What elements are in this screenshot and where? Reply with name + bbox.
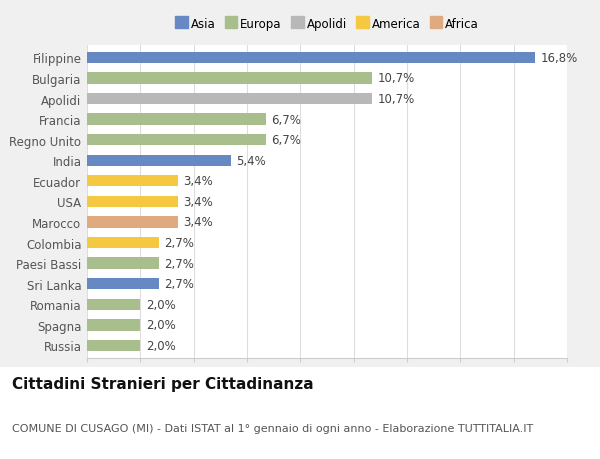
Text: 3,4%: 3,4% <box>183 216 213 229</box>
Text: 16,8%: 16,8% <box>541 52 578 65</box>
Bar <box>87 340 140 351</box>
Bar <box>87 299 140 310</box>
Bar <box>87 53 535 64</box>
Text: 3,4%: 3,4% <box>183 196 213 208</box>
Text: 10,7%: 10,7% <box>377 72 415 85</box>
Text: Cittadini Stranieri per Cittadinanza: Cittadini Stranieri per Cittadinanza <box>12 376 314 391</box>
Bar <box>87 176 178 187</box>
Bar <box>87 196 178 207</box>
Text: 3,4%: 3,4% <box>183 175 213 188</box>
Bar <box>87 134 266 146</box>
Text: 2,0%: 2,0% <box>146 339 175 352</box>
Bar <box>87 73 373 84</box>
Text: 6,7%: 6,7% <box>271 113 301 126</box>
Text: 6,7%: 6,7% <box>271 134 301 147</box>
Bar <box>87 319 140 331</box>
Text: COMUNE DI CUSAGO (MI) - Dati ISTAT al 1° gennaio di ogni anno - Elaborazione TUT: COMUNE DI CUSAGO (MI) - Dati ISTAT al 1°… <box>12 424 533 433</box>
Text: 2,7%: 2,7% <box>164 257 194 270</box>
Bar <box>87 217 178 228</box>
Bar <box>87 279 159 290</box>
Bar <box>87 237 159 249</box>
Text: 5,4%: 5,4% <box>236 154 266 168</box>
Bar <box>87 114 266 125</box>
Text: 2,0%: 2,0% <box>146 319 175 332</box>
Text: 2,7%: 2,7% <box>164 236 194 250</box>
Text: 2,7%: 2,7% <box>164 278 194 291</box>
Legend: Asia, Europa, Apolidi, America, Africa: Asia, Europa, Apolidi, America, Africa <box>173 16 481 34</box>
Bar <box>87 258 159 269</box>
Bar <box>87 94 373 105</box>
Text: 10,7%: 10,7% <box>377 93 415 106</box>
Bar <box>87 155 231 167</box>
Text: 2,0%: 2,0% <box>146 298 175 311</box>
